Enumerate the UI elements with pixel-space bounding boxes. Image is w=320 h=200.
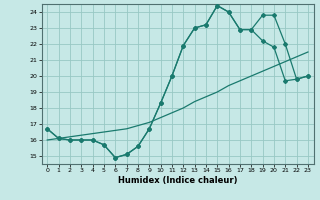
X-axis label: Humidex (Indice chaleur): Humidex (Indice chaleur): [118, 176, 237, 185]
